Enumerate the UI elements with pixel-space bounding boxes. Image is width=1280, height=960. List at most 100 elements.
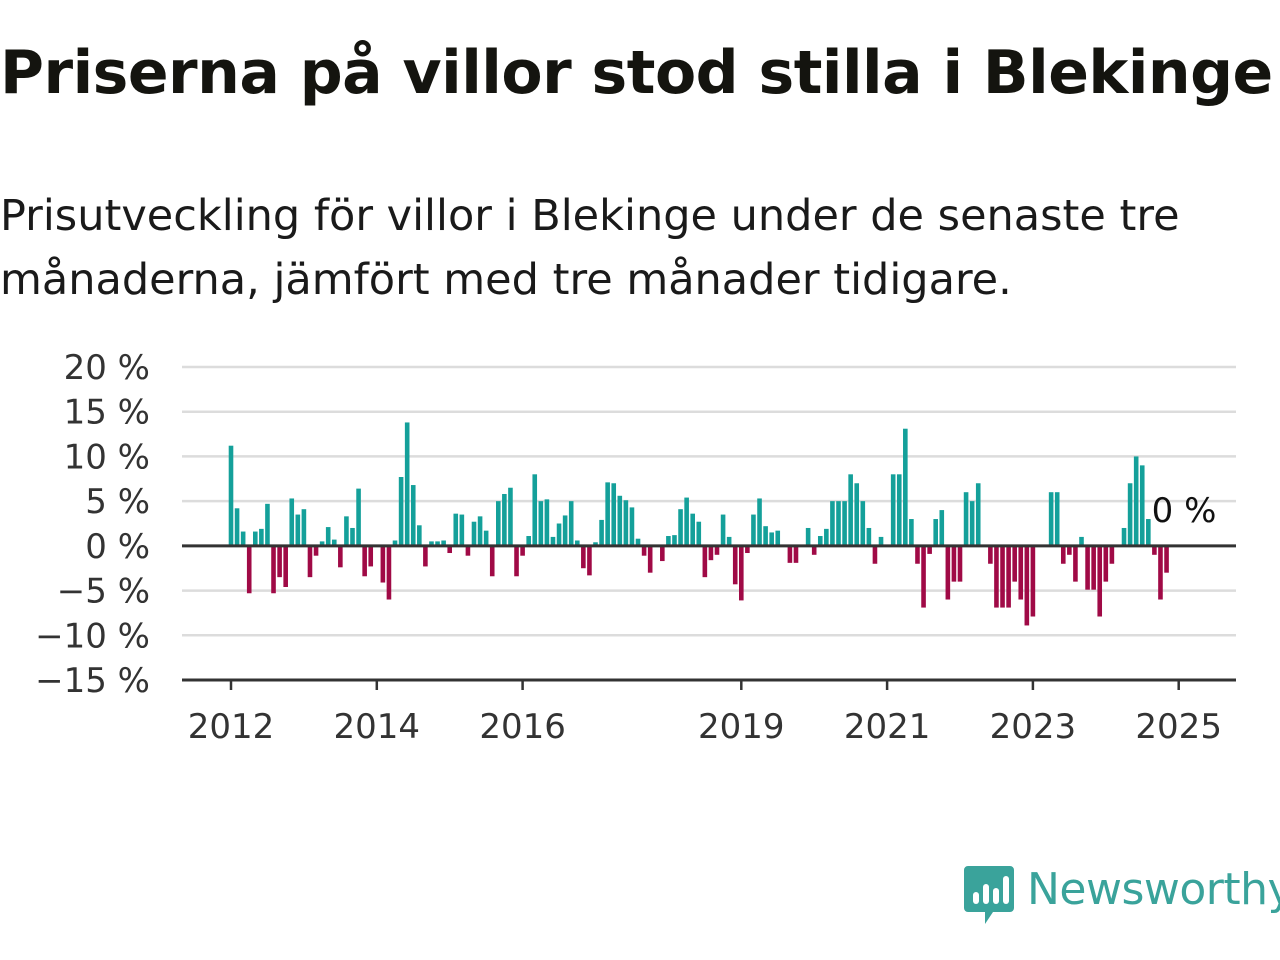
bar	[1085, 545, 1090, 590]
bar	[338, 545, 343, 568]
bar	[1109, 545, 1115, 564]
bar	[271, 545, 276, 594]
bar	[805, 527, 811, 546]
bars	[228, 422, 1169, 626]
bar	[410, 485, 416, 546]
y-tick-label: 5 %	[85, 482, 150, 522]
bar	[526, 536, 531, 546]
bar	[538, 501, 544, 546]
bar	[386, 545, 392, 600]
bar	[866, 527, 872, 546]
bar	[1164, 545, 1169, 573]
bar	[265, 503, 270, 546]
bar	[514, 545, 519, 577]
bar	[283, 545, 288, 587]
bar	[647, 545, 653, 573]
bar	[1006, 545, 1011, 608]
bar	[259, 528, 264, 546]
grid-lines	[182, 365, 1236, 637]
bar	[453, 513, 459, 546]
y-tick-label: 0 %	[85, 527, 150, 567]
bar	[824, 528, 829, 546]
brand-name: Newsworthy	[1027, 864, 1280, 915]
bar	[957, 545, 963, 582]
x-tick-label: 2016	[479, 707, 566, 747]
bar	[435, 541, 440, 546]
bar	[532, 474, 538, 546]
bar	[872, 545, 878, 564]
bar	[1091, 545, 1096, 590]
bar	[969, 501, 975, 546]
bar	[368, 545, 374, 567]
bar-chart: 20 %15 %10 %5 %0 %−5 %−10 %−15 % 2012 201…	[35, 348, 1236, 747]
bar	[1152, 545, 1157, 555]
bar	[817, 536, 823, 546]
bar	[520, 545, 525, 556]
bar	[277, 545, 282, 578]
axes	[182, 544, 1236, 682]
bar	[313, 545, 319, 556]
y-tick-label: −15 %	[35, 661, 150, 701]
bar	[994, 545, 999, 608]
bar	[1012, 545, 1017, 582]
bar	[909, 519, 914, 546]
bar	[489, 545, 495, 577]
bar	[496, 501, 501, 546]
bar	[319, 541, 325, 546]
newsworthy-logo: Newsworthy	[963, 862, 1280, 926]
bar	[684, 497, 689, 546]
x-tick-label: 2021	[844, 707, 931, 747]
bar	[1054, 492, 1060, 546]
bar	[842, 501, 847, 546]
last-value-label: 0 %	[1152, 491, 1217, 531]
y-tick-label: 10 %	[64, 437, 150, 477]
bar	[404, 422, 410, 546]
bar	[1024, 545, 1030, 626]
bar	[350, 527, 355, 546]
x-tick-label: 2012	[188, 707, 275, 747]
bar	[307, 545, 313, 578]
bar	[757, 498, 762, 546]
bar	[429, 541, 434, 546]
y-tick-label: −5 %	[57, 572, 150, 612]
bar	[605, 482, 610, 546]
bar	[1127, 483, 1133, 546]
bar	[240, 531, 246, 546]
bar	[568, 501, 574, 546]
bar	[477, 516, 483, 546]
bar	[1018, 545, 1024, 600]
bar	[1139, 465, 1145, 546]
bar	[933, 519, 938, 546]
bar	[635, 538, 641, 546]
bar	[246, 545, 252, 594]
bar	[666, 536, 671, 546]
bar	[392, 540, 398, 546]
bar	[896, 474, 902, 546]
bar	[714, 545, 720, 555]
bar	[927, 545, 932, 554]
x-tick-label: 2023	[990, 707, 1077, 747]
bar	[751, 514, 756, 546]
bar	[775, 530, 781, 546]
bar	[1073, 545, 1078, 582]
bar	[696, 521, 702, 546]
bar	[848, 474, 853, 546]
bar	[228, 445, 234, 546]
chart-subtitle: Prisutveckling för villor i Blekinge und…	[0, 191, 1180, 305]
bar	[951, 545, 957, 582]
bar	[587, 545, 592, 576]
bar	[459, 514, 465, 546]
bar	[423, 545, 428, 567]
bar	[253, 531, 258, 546]
bar	[732, 545, 738, 585]
bar	[660, 545, 665, 562]
bar	[398, 477, 404, 546]
bar	[793, 545, 799, 563]
bar	[745, 545, 750, 554]
annotations: 0 %	[1152, 491, 1217, 531]
bar	[939, 510, 945, 546]
bar	[471, 521, 477, 546]
bar	[915, 545, 920, 564]
bar	[562, 515, 568, 546]
bar	[508, 487, 513, 546]
